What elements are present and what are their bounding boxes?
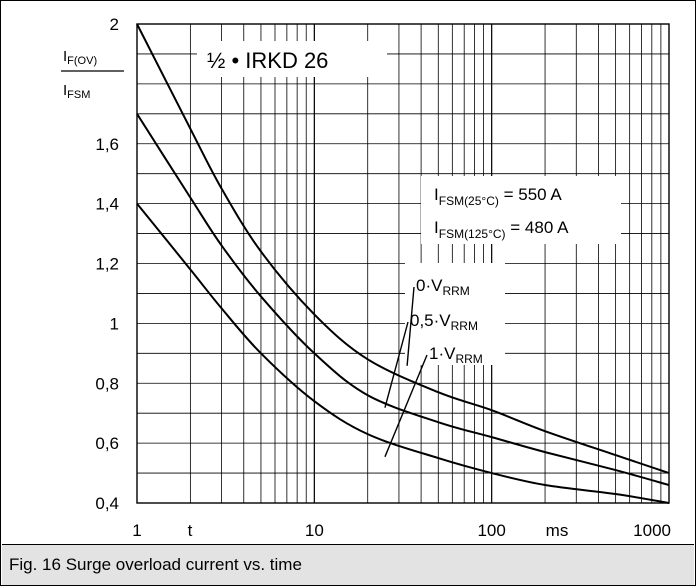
plot-border bbox=[136, 23, 670, 504]
y-tick-label: 1,6 bbox=[95, 135, 119, 154]
x-tick-label: 1000 bbox=[633, 521, 671, 540]
annotation-background bbox=[421, 176, 621, 244]
series-leader-line-1 bbox=[384, 321, 409, 408]
y-axis-label-denominator: IFSM bbox=[63, 82, 90, 101]
y-axis-label-numerator: IF(OV) bbox=[63, 48, 97, 67]
x-axis-label: t bbox=[188, 521, 193, 540]
surge-overload-chart: 0·VRRM 0,5·VRRM 1·VRRM ½ • IRKD 26 IFSM(25°C… bbox=[61, 15, 671, 540]
y-tick-label: 0,4 bbox=[95, 494, 119, 513]
x-tick-label: 100 bbox=[477, 521, 505, 540]
annotation-1: IFSM(125°C) = 480 A bbox=[434, 218, 569, 241]
x-tick-label: 10 bbox=[305, 521, 324, 540]
y-tick-label: 1,2 bbox=[95, 255, 119, 274]
legend-background bbox=[405, 263, 505, 365]
y-tick-label: 1,4 bbox=[95, 195, 119, 214]
series-line-1 bbox=[136, 113, 670, 487]
series-leader-line-2 bbox=[384, 354, 428, 458]
x-tick-label: 1 bbox=[132, 521, 141, 540]
grid-lines bbox=[136, 23, 670, 504]
y-tick-label: 2 bbox=[110, 15, 119, 34]
y-tick-label: 0,8 bbox=[95, 374, 119, 393]
series-label-2: 1·VRRM bbox=[429, 344, 483, 366]
series-label-1: 0,5·VRRM bbox=[410, 311, 478, 333]
annotation-0: IFSM(25°C) = 550 A bbox=[434, 185, 562, 208]
caption-text: Fig. 16 Surge overload current vs. time bbox=[9, 555, 302, 574]
series-line-0 bbox=[136, 23, 670, 475]
chart-title: ½ • IRKD 26 bbox=[207, 48, 328, 73]
series-leader-line-0 bbox=[406, 286, 415, 366]
y-tick-label: 0,6 bbox=[95, 434, 119, 453]
figure-caption: Fig. 16 Surge overload current vs. time bbox=[2, 544, 694, 585]
series-line-2 bbox=[136, 202, 670, 504]
x-axis-unit: ms bbox=[546, 521, 569, 540]
y-tick-label: 1 bbox=[110, 314, 119, 333]
series-label-0: 0·VRRM bbox=[416, 276, 470, 298]
title-background bbox=[197, 41, 387, 77]
